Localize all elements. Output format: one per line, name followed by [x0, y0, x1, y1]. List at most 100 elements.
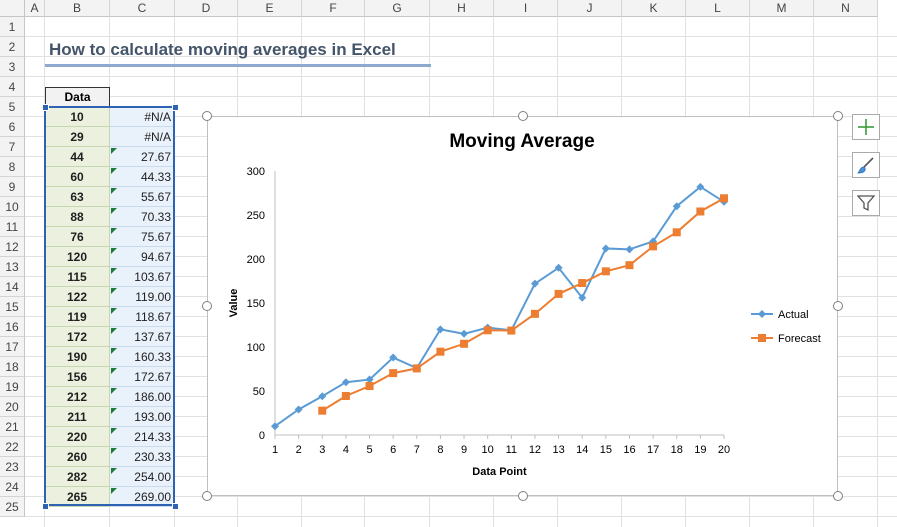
x-axis-title[interactable]: Data Point	[472, 466, 527, 478]
error-indicator-icon[interactable]	[111, 228, 117, 234]
row-header-13[interactable]: 13	[0, 257, 25, 277]
data-point-actual[interactable]	[389, 353, 398, 362]
column-header-a[interactable]: A	[25, 0, 45, 17]
data-cell[interactable]: 190	[45, 347, 110, 367]
column-header-k[interactable]: K	[622, 0, 686, 17]
chart-resize-handle-bottom[interactable]	[518, 491, 528, 501]
data-cell[interactable]: 172	[45, 327, 110, 347]
data-cell[interactable]: 119	[45, 307, 110, 327]
error-indicator-icon[interactable]	[111, 308, 117, 314]
data-point-forecast[interactable]	[672, 228, 681, 237]
error-indicator-icon[interactable]	[111, 248, 117, 254]
data-cell[interactable]: 211	[45, 407, 110, 427]
data-cell[interactable]: 29	[45, 127, 110, 147]
row-header-25[interactable]: 25	[0, 497, 25, 517]
data-point-actual[interactable]	[554, 263, 563, 272]
average-cell[interactable]: 172.67	[110, 367, 175, 387]
chart-styles-button[interactable]	[852, 152, 880, 178]
column-header-j[interactable]: J	[558, 0, 622, 17]
error-indicator-icon[interactable]	[111, 328, 117, 334]
data-point-actual[interactable]	[318, 392, 327, 401]
data-point-actual[interactable]	[530, 279, 539, 288]
column-header-n[interactable]: N	[814, 0, 878, 17]
data-point-forecast[interactable]	[554, 289, 563, 298]
chart-filters-button[interactable]	[852, 190, 880, 216]
data-point-forecast[interactable]	[483, 326, 492, 335]
row-header-7[interactable]: 7	[0, 137, 25, 157]
data-cell[interactable]: 88	[45, 207, 110, 227]
data-point-forecast[interactable]	[341, 391, 350, 400]
average-cell[interactable]: 214.33	[110, 427, 175, 447]
chart-resize-handle-top-left[interactable]	[202, 111, 212, 121]
row-header-23[interactable]: 23	[0, 457, 25, 477]
data-point-actual[interactable]	[672, 202, 681, 211]
column-header-l[interactable]: L	[686, 0, 750, 17]
row-header-22[interactable]: 22	[0, 437, 25, 457]
column-header-f[interactable]: F	[302, 0, 365, 17]
column-header-c[interactable]: C	[110, 0, 175, 17]
row-header-18[interactable]: 18	[0, 357, 25, 377]
data-point-actual[interactable]	[696, 182, 705, 191]
average-cell[interactable]: 254.00	[110, 467, 175, 487]
row-header-9[interactable]: 9	[0, 177, 25, 197]
average-cell[interactable]: 118.67	[110, 307, 175, 327]
data-cell[interactable]: 122	[45, 287, 110, 307]
error-indicator-icon[interactable]	[111, 368, 117, 374]
chart-elements-button[interactable]	[852, 114, 880, 140]
data-point-actual[interactable]	[578, 293, 587, 302]
legend-label-forecast[interactable]: Forecast	[778, 333, 821, 345]
data-cell[interactable]: 60	[45, 167, 110, 187]
average-cell[interactable]: #N/A	[110, 127, 175, 147]
column-header-e[interactable]: E	[238, 0, 302, 17]
data-cell[interactable]: 76	[45, 227, 110, 247]
data-point-forecast[interactable]	[389, 369, 398, 378]
chart-title[interactable]: Moving Average	[449, 131, 594, 152]
series-line-actual[interactable]	[274, 185, 725, 428]
row-header-11[interactable]: 11	[0, 217, 25, 237]
data-cell[interactable]: 156	[45, 367, 110, 387]
data-point-forecast[interactable]	[578, 279, 587, 288]
column-header-i[interactable]: I	[494, 0, 558, 17]
average-cell[interactable]: 269.00	[110, 487, 175, 507]
data-cell[interactable]: 63	[45, 187, 110, 207]
average-cell[interactable]: 160.33	[110, 347, 175, 367]
selection-handle-top-right[interactable]	[172, 104, 179, 111]
data-cell[interactable]: 44	[45, 147, 110, 167]
data-point-forecast[interactable]	[625, 261, 634, 270]
row-header-14[interactable]: 14	[0, 277, 25, 297]
row-header-19[interactable]: 19	[0, 377, 25, 397]
average-cell[interactable]: 94.67	[110, 247, 175, 267]
data-header-cell[interactable]: Data	[45, 87, 110, 107]
selection-handle-bottom-right[interactable]	[172, 503, 179, 510]
average-cell[interactable]: 119.00	[110, 287, 175, 307]
error-indicator-icon[interactable]	[111, 428, 117, 434]
sheet-title[interactable]: How to calculate moving averages in Exce…	[49, 40, 396, 59]
data-point-forecast[interactable]	[365, 382, 374, 391]
row-header-24[interactable]: 24	[0, 477, 25, 497]
row-header-3[interactable]: 3	[0, 57, 25, 77]
column-header-h[interactable]: H	[430, 0, 494, 17]
average-cell[interactable]: 193.00	[110, 407, 175, 427]
column-header-m[interactable]: M	[750, 0, 814, 17]
column-header-d[interactable]: D	[175, 0, 238, 17]
chart-resize-handle-left[interactable]	[202, 301, 212, 311]
row-header-16[interactable]: 16	[0, 317, 25, 337]
chart-resize-handle-bottom-left[interactable]	[202, 491, 212, 501]
data-cell[interactable]: 115	[45, 267, 110, 287]
data-point-forecast[interactable]	[507, 326, 516, 335]
data-cell[interactable]: 212	[45, 387, 110, 407]
data-point-forecast[interactable]	[460, 339, 469, 348]
data-cell[interactable]: 120	[45, 247, 110, 267]
data-cell[interactable]: 260	[45, 447, 110, 467]
error-indicator-icon[interactable]	[111, 408, 117, 414]
error-indicator-icon[interactable]	[111, 268, 117, 274]
data-cell[interactable]: 220	[45, 427, 110, 447]
chart-resize-handle-right[interactable]	[833, 301, 843, 311]
data-point-forecast[interactable]	[696, 207, 705, 216]
row-header-21[interactable]: 21	[0, 417, 25, 437]
row-header-2[interactable]: 2	[0, 37, 25, 57]
data-point-actual[interactable]	[436, 325, 445, 334]
data-cell[interactable]: 10	[45, 107, 110, 127]
data-point-forecast[interactable]	[530, 309, 539, 318]
data-point-forecast[interactable]	[318, 406, 327, 415]
